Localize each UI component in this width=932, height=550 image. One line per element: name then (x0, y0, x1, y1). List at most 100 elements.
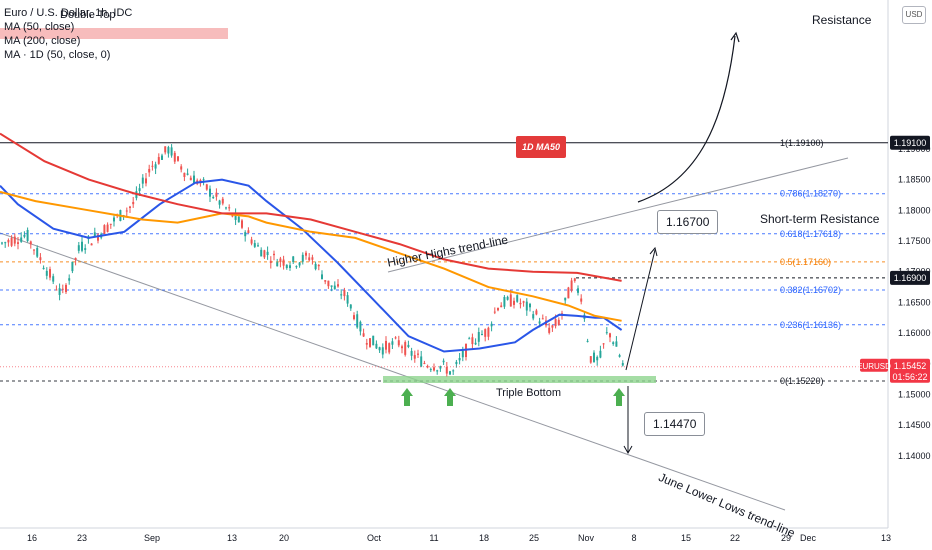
triple-bottom-zone (383, 376, 656, 383)
candle-body (90, 243, 93, 246)
y-tick-label: 1.18500 (898, 175, 931, 185)
fib-level-label: 0.5(1.17160) (780, 257, 831, 267)
candle-body (1, 242, 3, 244)
candle-body (65, 284, 67, 293)
candle-body (410, 350, 413, 356)
candle-body (241, 220, 243, 228)
candle-body (557, 319, 560, 325)
candle-body (538, 321, 541, 324)
candle-body (516, 295, 519, 302)
x-tick-label: 13 (881, 533, 891, 543)
candle-body (13, 236, 16, 244)
currency-button[interactable]: USD (902, 6, 926, 24)
candle-body (487, 327, 490, 337)
candle-body (497, 308, 499, 311)
ma-line (0, 132, 622, 282)
candle-body (490, 323, 493, 327)
candle-body (282, 259, 285, 266)
fib-level-label: 0.382(1.16702) (780, 285, 841, 295)
candle-body (209, 188, 211, 197)
legend-ma1d[interactable]: MA · 1D (50, close, 0) (4, 49, 111, 61)
candle-body (436, 370, 439, 372)
candle-body (84, 248, 87, 250)
projection-to-resistance (637, 35, 736, 203)
candle-body (426, 365, 429, 368)
candle-body (244, 232, 247, 237)
symbol-pill (860, 358, 888, 372)
candle-body (305, 252, 307, 256)
candle-body (551, 325, 554, 328)
ma-1d-label: 1D MA50 (516, 136, 566, 158)
candle-body (42, 267, 45, 270)
legend-symbol[interactable]: Euro / U.S. Dollar, 1h, IDC (4, 7, 133, 19)
candle-body (455, 361, 458, 365)
y-tick-label: 1.16500 (898, 297, 931, 307)
candle-body (177, 156, 179, 161)
candle-body (269, 260, 272, 264)
candle-body (148, 168, 151, 173)
candle-body (349, 304, 352, 309)
candle-body (81, 241, 83, 251)
x-tick-label: Dec (800, 533, 817, 543)
candle-body (605, 332, 608, 334)
candle-body (132, 201, 135, 205)
candle-body (420, 356, 423, 367)
x-tick-label: Oct (367, 533, 382, 543)
candle-body (225, 207, 227, 209)
candle-body (289, 265, 291, 268)
candle-body (218, 200, 221, 205)
candle-body (61, 288, 64, 290)
price-pill-label: 1.19100 (894, 138, 927, 148)
x-tick-label: 11 (429, 533, 438, 543)
candle-body (93, 232, 96, 237)
candle-body (58, 288, 61, 295)
candle-body (474, 342, 477, 345)
projection-up-arrowhead (649, 246, 658, 257)
candle-body (506, 296, 509, 300)
candle-body (519, 302, 522, 305)
candle-body (484, 329, 487, 337)
up-arrow-icon (613, 388, 625, 406)
candle-body (266, 251, 269, 256)
candle-body (173, 152, 176, 162)
candle-body (580, 298, 583, 302)
target-down-callout[interactable]: 1.14470 (644, 412, 706, 436)
target-up-callout[interactable]: 1.16700 (657, 210, 719, 234)
candle-body (513, 300, 515, 305)
candle-body (183, 172, 186, 177)
candle-body (621, 363, 624, 366)
candle-body (346, 295, 349, 304)
price-pill (890, 270, 930, 285)
candle-body (17, 242, 19, 244)
x-tick-label: 20 (279, 533, 289, 543)
ma-line (0, 178, 623, 353)
candle-body (541, 318, 544, 320)
candle-body (170, 147, 173, 156)
candle-body (7, 239, 10, 243)
candle-body (573, 278, 576, 281)
candle-body (314, 263, 317, 270)
candle-body (375, 343, 378, 349)
y-tick-label: 1.14500 (898, 420, 931, 430)
legend-ma50[interactable]: MA (50, close) (4, 21, 75, 33)
candle-body (599, 350, 602, 358)
candle-body (103, 225, 106, 234)
candle-body (298, 262, 301, 266)
y-tick-label: 1.18000 (898, 205, 931, 215)
fib-level-label: 0.236(1.16136) (780, 320, 841, 330)
candle-body (397, 340, 400, 346)
x-tick-label: 15 (681, 533, 691, 543)
candle-body (234, 212, 237, 220)
legend-ma200[interactable]: MA (200, close) (4, 35, 81, 47)
candle-body (164, 146, 167, 153)
resistance-label: Resistance (812, 13, 872, 27)
fib-level-label: 0(1.15220) (780, 376, 824, 386)
candle-body (317, 265, 320, 267)
candle-body (449, 371, 451, 375)
candle-body (324, 280, 327, 282)
y-tick-label: 1.15000 (898, 390, 931, 400)
candle-body (385, 340, 387, 350)
candle-body (74, 257, 77, 260)
june-lower-lows-trendline (0, 232, 786, 511)
